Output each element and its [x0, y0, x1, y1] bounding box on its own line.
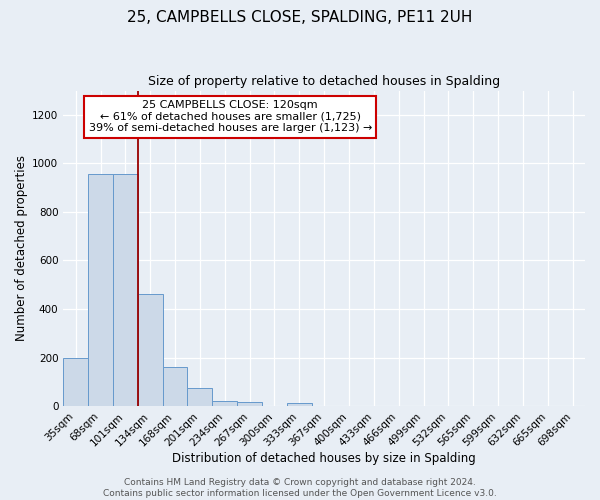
Bar [237, 402, 262, 406]
Bar [287, 403, 312, 406]
Bar [63, 358, 88, 406]
Bar [212, 401, 237, 406]
Bar [163, 368, 187, 406]
Y-axis label: Number of detached properties: Number of detached properties [15, 156, 28, 342]
Bar [88, 174, 113, 406]
Bar [113, 174, 138, 406]
Bar [138, 294, 163, 406]
Text: 25 CAMPBELLS CLOSE: 120sqm
← 61% of detached houses are smaller (1,725)
39% of s: 25 CAMPBELLS CLOSE: 120sqm ← 61% of deta… [89, 100, 372, 133]
Text: 25, CAMPBELLS CLOSE, SPALDING, PE11 2UH: 25, CAMPBELLS CLOSE, SPALDING, PE11 2UH [127, 10, 473, 25]
Text: Contains HM Land Registry data © Crown copyright and database right 2024.
Contai: Contains HM Land Registry data © Crown c… [103, 478, 497, 498]
Title: Size of property relative to detached houses in Spalding: Size of property relative to detached ho… [148, 75, 500, 88]
Bar [187, 388, 212, 406]
X-axis label: Distribution of detached houses by size in Spalding: Distribution of detached houses by size … [172, 452, 476, 465]
